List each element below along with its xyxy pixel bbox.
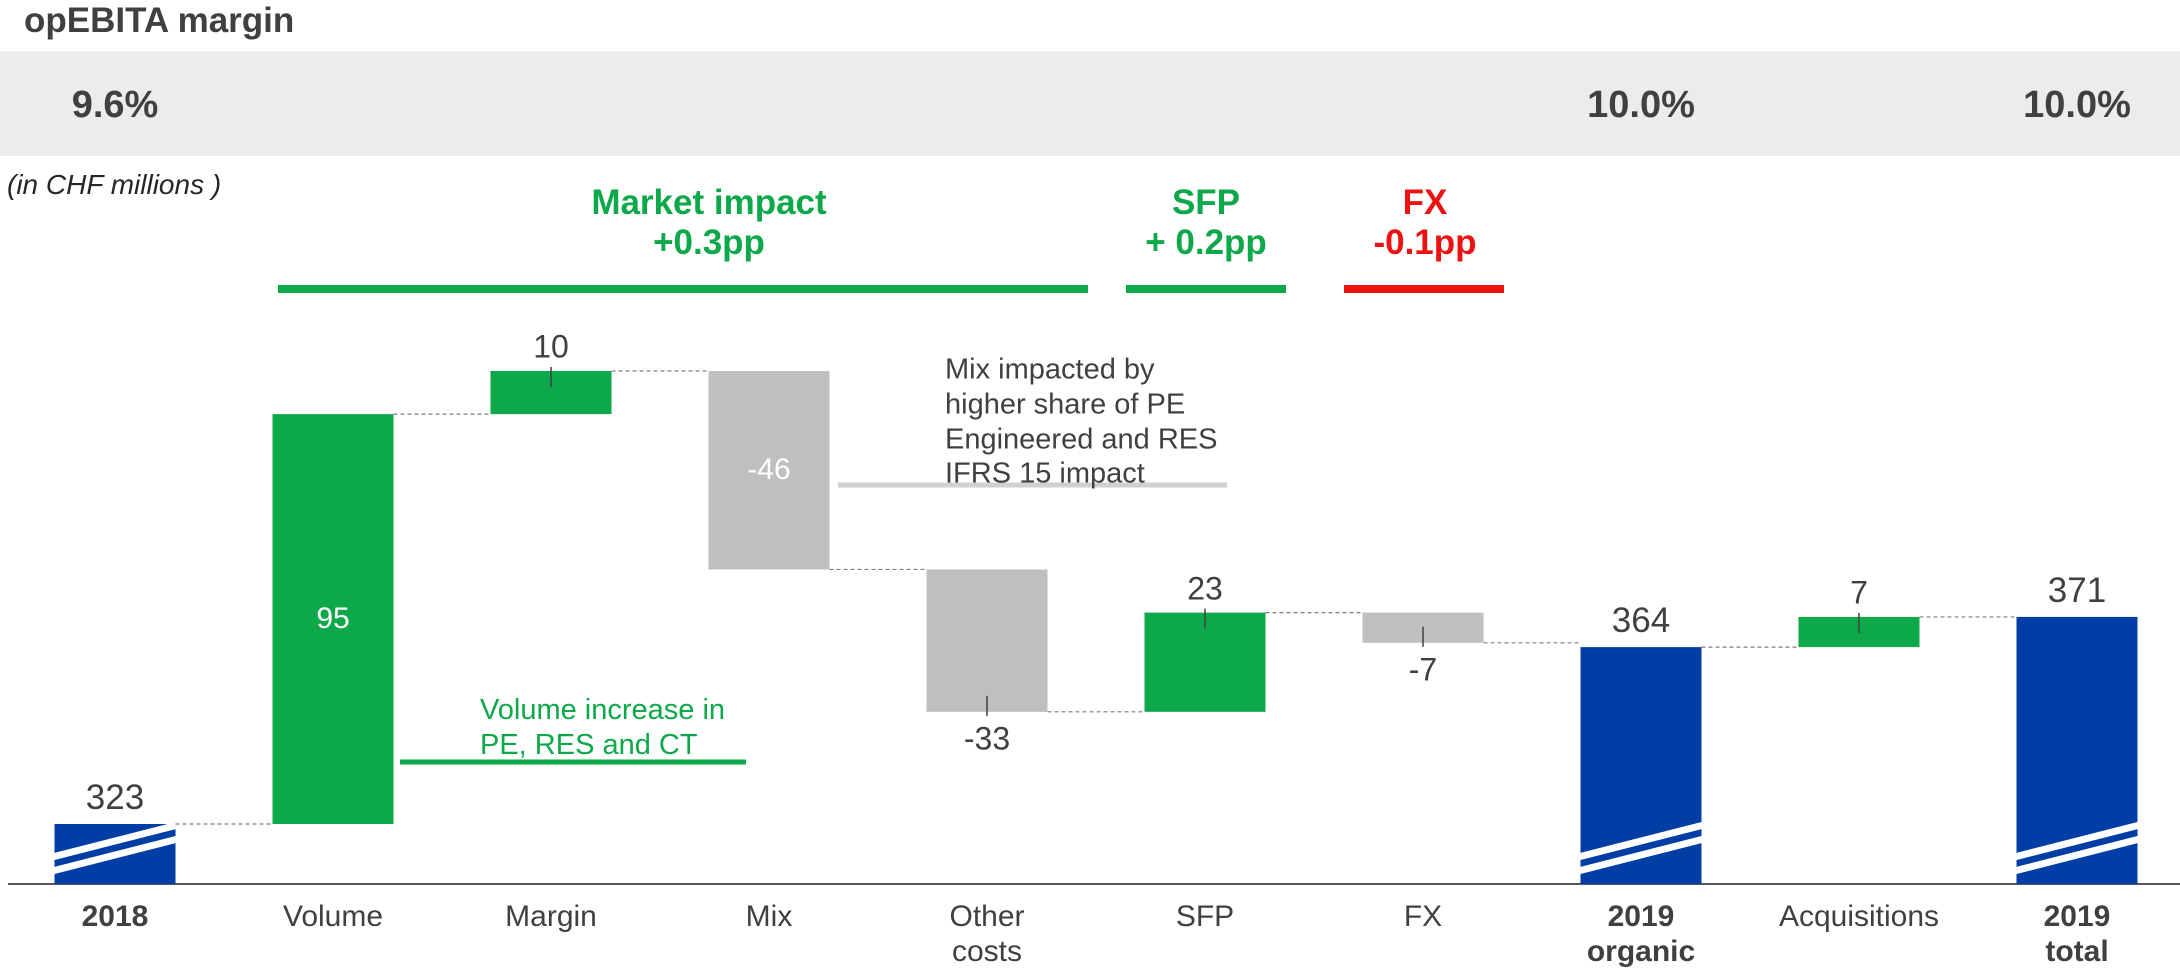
axis-break [2001, 818, 2153, 864]
value-label: -33 [963, 720, 1011, 757]
margin-value: 10.0% [2023, 84, 2131, 127]
x-tick-label: Margin [505, 900, 597, 933]
x-tick-label: Other costs [949, 900, 1025, 968]
value-label: -46 [747, 452, 791, 486]
unit-note: (in CHF millions ) [7, 168, 222, 200]
bar [272, 414, 394, 824]
axis-break [39, 818, 191, 864]
bar [708, 371, 830, 570]
x-tick-label: SFP [1175, 900, 1235, 933]
annotation: Mix impacted by higher share of PE Engin… [945, 353, 1218, 490]
x-tick-label: 2019 organic [1586, 900, 1696, 968]
annotation: Volume increase in PE, RES and CT [480, 694, 726, 761]
value-label: 364 [1611, 600, 1671, 640]
x-tick-label: 2018 [81, 900, 149, 933]
value-label: 371 [2047, 570, 2107, 610]
x-tick-label: Acquisitions [1778, 900, 1940, 933]
value-label: -7 [1408, 651, 1438, 688]
value-label: 23 [1187, 570, 1223, 607]
group-line [1344, 285, 1504, 293]
group-label: SFP + 0.2pp [1145, 182, 1267, 262]
margin-value: 10.0% [1587, 84, 1695, 127]
axis-break [1565, 832, 1717, 878]
group-line [1126, 285, 1286, 293]
value-label: 95 [316, 601, 350, 635]
bar [1144, 612, 1266, 712]
x-tick-label: Mix [745, 900, 793, 933]
axis-break [2001, 832, 2153, 878]
value-label: 323 [85, 777, 145, 817]
axis-break [1565, 818, 1717, 864]
margin-band [0, 51, 2180, 156]
group-label: FX -0.1pp [1373, 182, 1477, 262]
x-tick-label: FX [1403, 900, 1443, 933]
group-label: Market impact +0.3pp [591, 182, 827, 262]
value-label: 7 [1850, 574, 1868, 611]
margin-value: 9.6% [71, 84, 159, 127]
group-line [278, 285, 1088, 293]
bar [926, 569, 1048, 712]
chart-title: opEBITA margin [24, 0, 295, 40]
axis-break [39, 832, 191, 878]
x-tick-label: Volume [282, 900, 384, 933]
value-label: 10 [533, 328, 569, 365]
annotation-line [838, 482, 1227, 488]
x-tick-label: 2019 total [2043, 900, 2111, 968]
annotation-line [400, 759, 746, 765]
